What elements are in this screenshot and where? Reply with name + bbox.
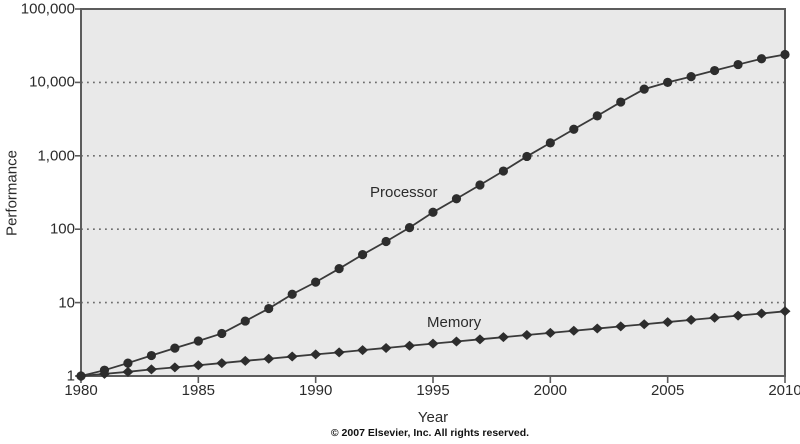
x-tick-label: 2005 [650, 382, 685, 399]
x-tick-label: 1990 [298, 382, 333, 399]
memory-marker [450, 336, 462, 347]
processor-marker [381, 236, 391, 247]
memory-marker [192, 360, 204, 371]
y-tick-label: 1,000 [37, 147, 75, 165]
processor-marker [710, 65, 720, 76]
memory-marker [756, 308, 768, 319]
processor-marker [334, 264, 344, 274]
memory-marker [544, 327, 556, 338]
processor-marker [428, 207, 438, 217]
memory-marker [427, 338, 439, 349]
copyright-notice: © 2007 Elsevier, Inc. All rights reserve… [330, 427, 530, 439]
processor-marker [287, 289, 297, 299]
x-tick-label: 2000 [533, 382, 568, 399]
memory-marker [685, 314, 697, 325]
processor-marker [170, 343, 180, 353]
processor-marker [240, 316, 250, 326]
memory-marker [333, 347, 345, 358]
memory-marker [145, 364, 157, 375]
memory-marker [357, 345, 369, 356]
memory-marker [169, 362, 181, 373]
memory-marker [474, 334, 486, 345]
x-tick-label: 1985 [181, 382, 216, 399]
memory-marker [521, 329, 533, 340]
y-tick-label: 100,000 [20, 0, 75, 18]
series-label-memory: Memory [427, 314, 482, 331]
processor-marker [451, 194, 462, 204]
processor-marker [193, 336, 203, 346]
x-axis-title: Year [417, 409, 449, 426]
x-tick-label: 2010 [768, 382, 800, 399]
y-tick-label: 10,000 [29, 73, 75, 91]
plot-frame [80, 8, 786, 377]
x-tick-label: 1980 [64, 382, 98, 399]
processor-marker [264, 303, 274, 314]
processor-marker [404, 223, 415, 233]
processor-marker [358, 250, 368, 260]
x-tick-label: 1995 [416, 382, 450, 399]
processor-marker [475, 180, 485, 190]
memory-marker [263, 353, 275, 364]
processor-marker [545, 138, 555, 148]
processor-marker [639, 84, 649, 94]
processor-marker [522, 151, 532, 162]
processor-marker [780, 49, 790, 60]
processor-marker [569, 124, 579, 134]
memory-marker [310, 349, 322, 360]
processor-marker [311, 277, 321, 287]
processor-marker [217, 328, 227, 339]
processor-marker [686, 71, 696, 82]
memory-marker [709, 312, 721, 323]
memory-marker [779, 306, 791, 317]
processor-marker [146, 350, 156, 361]
memory-marker [216, 358, 228, 369]
memory-marker [568, 325, 580, 336]
memory-marker [591, 323, 603, 334]
memory-marker [732, 310, 744, 321]
memory-marker [239, 355, 251, 366]
processor-marker [498, 166, 508, 176]
processor-marker [616, 97, 626, 107]
memory-marker [638, 319, 650, 330]
processor-marker [663, 77, 673, 87]
memory-marker [404, 340, 416, 351]
memory-marker [75, 371, 87, 381]
plot-area [81, 9, 785, 376]
y-tick-label: 100 [49, 220, 75, 238]
memory-marker [122, 366, 134, 377]
processor-marker [123, 358, 133, 368]
series-label-processor: Processor [370, 184, 438, 201]
y-tick-label: 1 [66, 367, 75, 385]
processor-marker [733, 59, 743, 70]
memory-marker [98, 368, 110, 379]
memory-marker [380, 342, 392, 353]
processor-marker [756, 54, 767, 64]
memory-marker [615, 321, 627, 332]
memory-marker [497, 332, 509, 343]
memory-marker [286, 351, 298, 362]
y-tick-label: 10 [58, 294, 75, 312]
memory-marker [662, 317, 674, 328]
processor-marker [592, 111, 602, 121]
y-axis-title: Performance [3, 150, 21, 236]
